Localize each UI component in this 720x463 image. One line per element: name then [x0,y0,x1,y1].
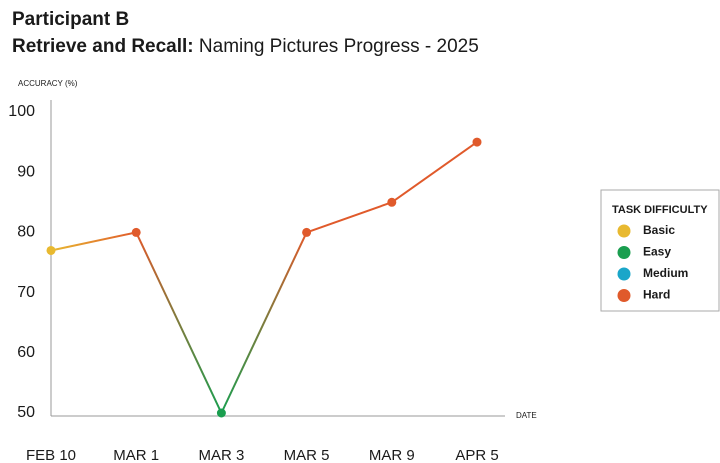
x-tick-label: MAR 5 [284,447,330,463]
legend-label: Hard [643,288,670,302]
chart-subtitle: Retrieve and Recall: Naming Pictures Pro… [12,36,479,57]
x-tick-label: FEB 10 [26,447,76,463]
line-segment [306,201,393,234]
x-axis-label: DATE [516,411,537,420]
legend-swatch [617,289,631,302]
y-tick-label: 60 [17,344,35,361]
data-point [302,227,312,237]
legend-title: TASK DIFFICULTY [612,204,708,216]
data-point [131,227,141,237]
y-tick-label: 100 [8,103,35,120]
data-point [46,245,56,255]
line-segment [220,231,308,414]
legend-swatch [617,224,631,238]
legend-swatch [617,267,631,281]
legend-label: Easy [643,245,671,259]
chart-title: Participant B [12,9,129,30]
y-axis-label: ACCURACY (%) [18,79,78,88]
legend-label: Medium [643,266,688,280]
x-tick-label: MAR 1 [113,447,159,463]
line-segment [50,231,137,252]
legend-swatch [617,246,631,259]
data-point [472,137,482,147]
data-point [216,408,226,418]
y-tick-label: 90 [17,163,35,180]
y-tick-label: 50 [17,404,35,421]
x-tick-label: MAR 9 [369,447,415,463]
line-segment [391,141,478,204]
legend-label: Basic [643,223,675,237]
line-segment [135,231,223,414]
subtitle-bold: Retrieve and Recall: [12,36,194,57]
subtitle: Naming Pictures Progress - 2025 [199,36,479,57]
data-point [387,197,397,207]
y-tick-label: 80 [17,224,35,241]
y-tick-label: 70 [17,284,35,301]
x-tick-label: APR 5 [455,447,498,463]
x-tick-label: MAR 3 [198,447,244,463]
